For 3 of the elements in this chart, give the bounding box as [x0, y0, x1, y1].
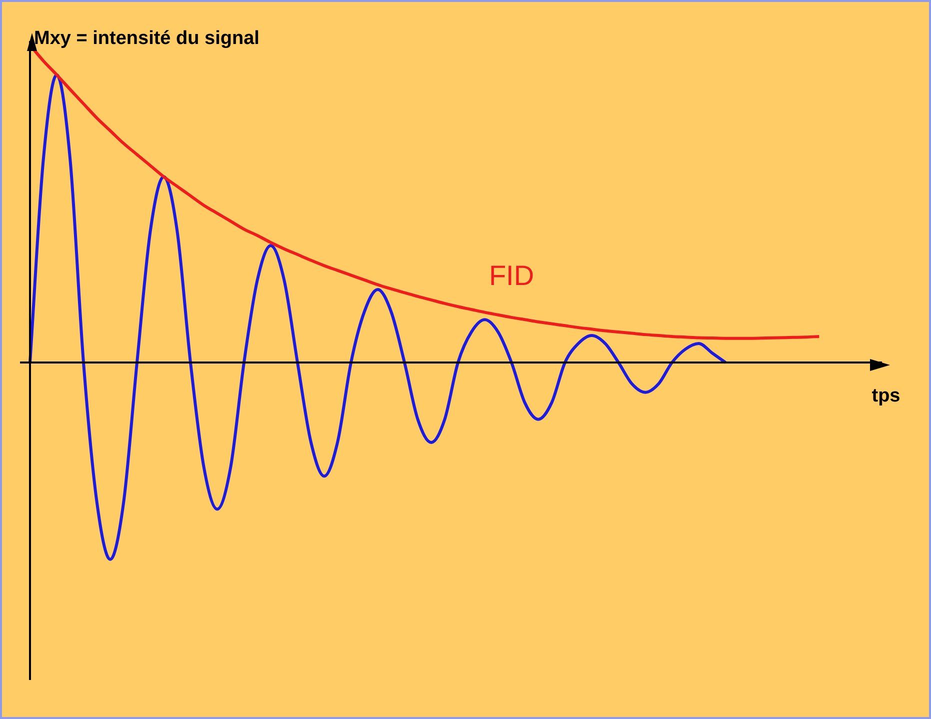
x-axis-title: tps [872, 386, 900, 407]
series-label: FID [488, 260, 534, 292]
y-axis-title: Mxy = intensité du signal [34, 28, 260, 50]
